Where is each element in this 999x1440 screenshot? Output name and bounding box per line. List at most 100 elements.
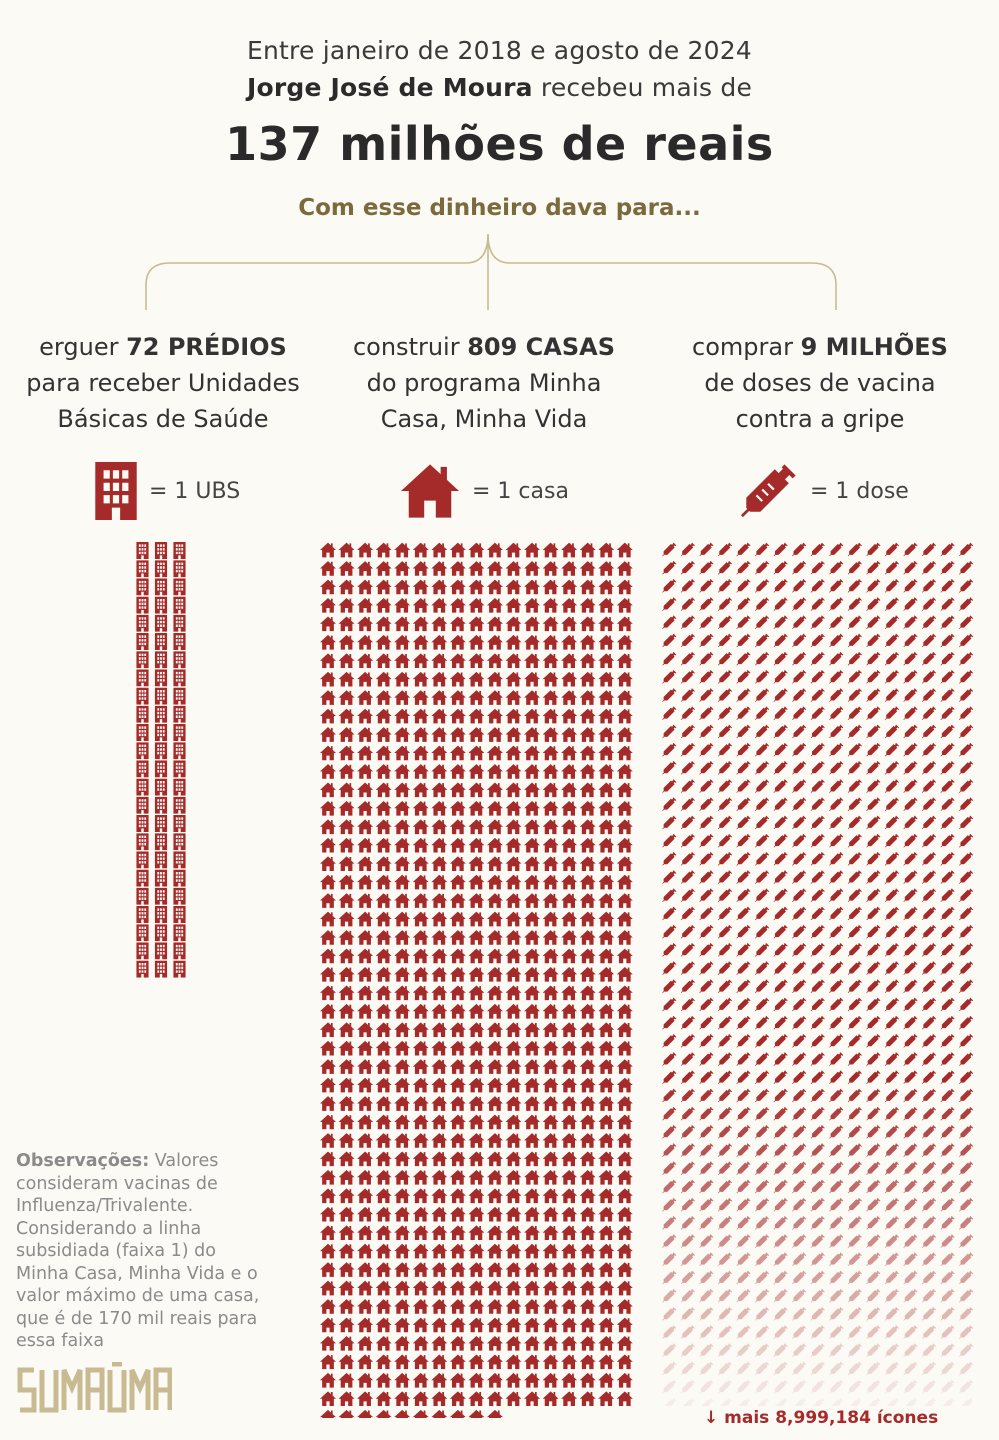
dose-mark [755,633,770,648]
dose-mark [699,1125,714,1139]
dose-mark [940,633,955,648]
dose-mark [810,997,825,1012]
dose-mark [884,1379,899,1394]
dose-mark [921,870,937,884]
dose-mark [829,1106,844,1121]
casa-mark [431,1336,448,1351]
dose-mark [959,943,974,957]
casa-mark [449,708,466,724]
casa-mark [524,690,541,705]
casa-mark [468,727,485,742]
col1-bold: 72 PRÉDIOS [126,333,287,361]
dose-mark [959,1216,974,1230]
casa-mark [375,948,392,964]
casa-mark [357,1206,374,1222]
dose-mark [847,1161,862,1176]
dose-mark [959,651,974,666]
casa-mark [616,856,633,871]
dose-mark [699,870,714,884]
dose-mark [717,797,733,812]
casa-mark [524,1354,541,1370]
casa-mark [468,800,485,816]
casa-mark [320,1151,336,1167]
dose-mark [773,724,788,739]
dose-mark [921,1270,937,1285]
dose-mark [792,579,807,593]
casa-mark [375,764,392,779]
casa-mark [357,653,374,669]
casa-mark [561,634,578,650]
casa-mark [542,616,559,632]
dose-mark [921,579,937,593]
dose-mark [903,1052,918,1066]
dose-mark [736,1106,751,1121]
casa-mark [505,579,522,595]
dose-mark [662,797,677,812]
dose-mark [680,870,695,884]
dose-mark [810,1234,825,1248]
dose-mark [884,1234,899,1248]
casa-mark [616,579,633,595]
dose-mark [792,1361,807,1376]
dose-mark [755,1307,770,1321]
casa-mark [598,1188,615,1204]
casa-mark [449,911,466,927]
casa-mark [468,911,485,927]
casa-mark [449,1372,466,1388]
dose-mark [736,1307,751,1321]
dose-mark [773,1288,788,1303]
dose-mark [903,1125,918,1139]
dose-mark [717,706,733,721]
casa-mark [524,708,541,724]
dose-mark [736,615,751,630]
dose-mark [884,979,899,994]
dose-mark [810,542,825,557]
dose-mark [884,852,899,866]
casa-mark [505,671,522,687]
dose-mark [940,833,955,848]
dose-mark [940,815,955,830]
dose-mark [792,1125,807,1139]
casa-mark [486,579,503,595]
dose-mark [717,961,733,975]
casa-mark [394,930,411,945]
casa-mark [598,1133,615,1148]
intro-line-1: Entre janeiro de 2018 e agosto de 2024 [247,36,752,65]
casa-mark [431,1317,448,1333]
casa-mark [394,1299,411,1314]
dose-mark [680,943,695,957]
dose-mark [903,1070,918,1085]
dose-mark [903,961,918,975]
dose-mark [940,1143,955,1157]
casa-mark [598,1336,615,1351]
dose-mark [699,1034,714,1048]
ubs-mark [136,669,149,687]
dose-mark [866,633,881,648]
casa-mark [505,598,522,613]
dose-mark [884,924,899,939]
dose-mark [847,1343,862,1358]
casa-mark [338,727,355,742]
dose-mark [959,997,974,1012]
casa-mark [561,985,578,1001]
dose-mark [884,651,899,666]
casa-mark [320,653,336,669]
casa-mark [524,1391,541,1407]
casa-mark [561,727,578,742]
casa-mark [338,874,355,890]
dose-mark [662,1070,677,1085]
casa-mark [357,579,374,595]
casa-mark [616,1336,633,1351]
casa-mark [394,1022,411,1038]
casa-mark [505,911,522,927]
dose-mark [903,615,918,630]
casa-mark [579,1336,596,1351]
casa-mark [375,1243,392,1259]
dose-mark [847,560,862,575]
dose-mark [680,1143,695,1157]
ubs-mark [154,942,168,960]
casa-mark [542,1317,559,1333]
dose-mark [662,742,677,757]
dose-mark [959,1197,974,1212]
casa-mark [375,1317,392,1333]
